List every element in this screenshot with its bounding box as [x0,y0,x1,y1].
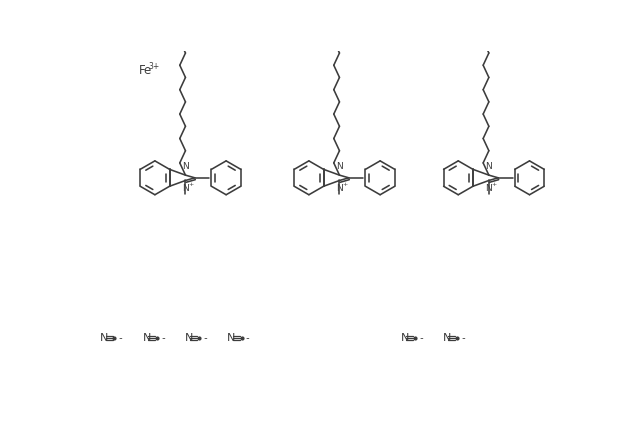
Text: -: - [459,333,465,343]
Text: N: N [336,184,343,193]
Text: N: N [336,162,343,171]
Text: N: N [443,333,451,343]
Text: -: - [201,333,208,343]
Text: N: N [182,184,189,193]
Text: +: + [491,182,497,187]
Text: N: N [401,333,409,343]
Text: N: N [486,162,492,171]
Text: -: - [159,333,165,343]
Text: +: + [188,182,194,187]
Text: Fe: Fe [138,63,152,77]
Text: N: N [486,184,492,193]
Text: N: N [227,333,236,343]
Text: N: N [182,162,189,171]
Text: 3+: 3+ [149,62,160,71]
Text: N: N [100,333,109,343]
Text: -: - [417,333,424,343]
Text: -: - [243,333,250,343]
Text: -: - [116,333,123,343]
Text: +: + [342,182,347,187]
Text: N: N [185,333,193,343]
Text: N: N [143,333,151,343]
